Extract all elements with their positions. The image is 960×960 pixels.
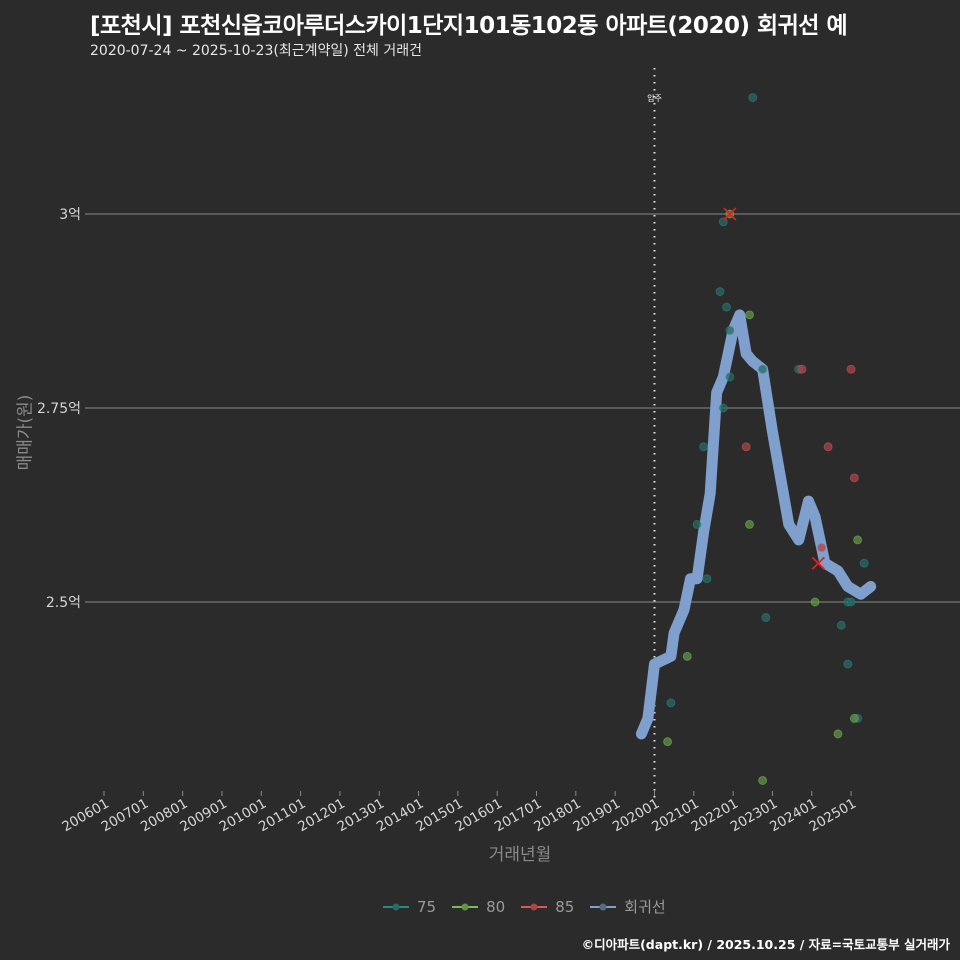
data-point-85 — [846, 364, 856, 374]
regression-line — [635, 309, 877, 740]
data-point-75 — [722, 302, 732, 312]
data-point-75 — [748, 93, 758, 103]
legend-item-75: 75 — [383, 898, 436, 916]
data-point-80 — [849, 713, 859, 723]
data-point-75 — [666, 698, 676, 708]
y-tick-label: 2.5억 — [46, 595, 81, 611]
data-point-80 — [833, 729, 843, 739]
data-point-85 — [817, 543, 827, 553]
data-point-75 — [843, 659, 853, 669]
data-point-75 — [699, 442, 709, 452]
highlight-x-icon — [811, 556, 825, 570]
highlight-x-icon — [723, 207, 737, 221]
data-point-75 — [725, 372, 735, 382]
data-point-75 — [718, 403, 728, 413]
chart-subtitle: 2020-07-24 ~ 2025-10-23(최근계약일) 전체 거래건 — [90, 43, 422, 59]
data-point-85 — [823, 442, 833, 452]
data-point-80 — [745, 310, 755, 320]
data-point-80 — [810, 597, 820, 607]
data-point-75 — [702, 574, 712, 584]
data-point-80 — [853, 535, 863, 545]
legend-item-regression: 회귀선 — [590, 896, 666, 917]
move-in-label: 입주 — [647, 94, 662, 103]
legend-label-regression: 회귀선 — [624, 898, 666, 916]
y-tick-label: 3억 — [59, 207, 81, 223]
data-point-80 — [682, 651, 692, 661]
data-point-75 — [758, 364, 768, 374]
data-point-75 — [859, 558, 869, 568]
legend-key-75-icon — [383, 903, 409, 910]
source-footer: ©디아파트(dapt.kr) / 2025.10.25 / 자료=국토교통부 실… — [581, 937, 950, 952]
data-point-80 — [758, 775, 768, 785]
data-point-75 — [692, 519, 702, 529]
legend-label-80: 80 — [486, 897, 506, 916]
legend-key-80-icon — [452, 903, 479, 910]
legend-item-80: 80 — [452, 898, 505, 916]
data-point-75 — [836, 620, 846, 630]
legend-label-75: 75 — [417, 897, 437, 916]
data-point-75 — [846, 597, 856, 607]
x-axis-label: 거래년월 — [488, 845, 552, 865]
legend-item-85: 85 — [521, 898, 574, 916]
legend: 75 80 85 회귀선 — [383, 896, 672, 917]
data-point-75 — [761, 613, 771, 623]
data-point-85 — [797, 364, 807, 374]
legend-key-regression-icon — [590, 903, 617, 910]
data-point-85 — [741, 442, 751, 452]
data-point-75 — [715, 287, 725, 297]
y-tick-label: 2.75억 — [37, 401, 81, 417]
data-point-80 — [663, 737, 673, 747]
chart-title: [포천시] 포천신읍코아루더스카이1단지101동102동 아파트(2020) 회… — [90, 13, 848, 39]
data-point-85 — [849, 473, 859, 483]
data-point-80 — [745, 519, 755, 529]
y-axis-label: 매매가(원) — [15, 394, 36, 471]
legend-label-85: 85 — [555, 897, 575, 916]
legend-key-85-icon — [521, 903, 548, 910]
data-point-75 — [725, 325, 735, 335]
